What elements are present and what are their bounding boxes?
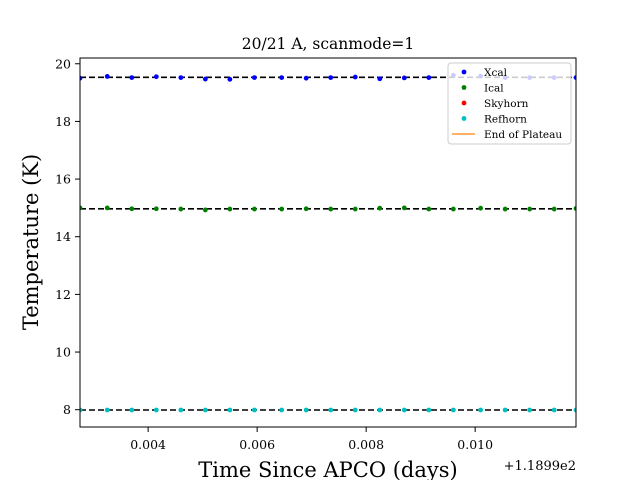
legend: Xcal Ical Skyhorn Refhorn End of Plateau bbox=[447, 62, 572, 145]
point-ical-2 bbox=[129, 206, 135, 212]
x-axis-label: Time Since APCO (days) bbox=[198, 458, 457, 480]
y-tick-label-3: 14 bbox=[55, 229, 71, 244]
point-ical-20 bbox=[573, 206, 576, 211]
point-ical-17 bbox=[502, 206, 508, 212]
legend-label-end-of-plateau: End of Plateau bbox=[484, 129, 562, 141]
y-tick-label-4: 16 bbox=[55, 172, 71, 187]
y-axis-label: Temperature (K) bbox=[19, 154, 43, 330]
point-refhorn-16 bbox=[478, 407, 484, 413]
point-ical-15 bbox=[450, 206, 456, 212]
point-xcal-14 bbox=[426, 75, 432, 81]
point-ical-9 bbox=[303, 206, 309, 212]
y-tick-label-5: 18 bbox=[55, 114, 71, 129]
point-xcal-8 bbox=[279, 75, 285, 81]
plot-frame bbox=[79, 57, 577, 428]
legend-marker-xcal bbox=[461, 69, 467, 75]
point-ical-16 bbox=[478, 205, 484, 211]
chart-title: 20/21 A, scanmode=1 bbox=[242, 35, 414, 53]
point-xcal-10 bbox=[328, 75, 334, 81]
point-ical-3 bbox=[153, 206, 159, 212]
x-axis-offset-label: +1.1899e2 bbox=[504, 459, 576, 474]
point-refhorn-6 bbox=[227, 407, 233, 413]
point-xcal-4 bbox=[178, 75, 184, 81]
point-ical-8 bbox=[279, 206, 285, 212]
point-ical-10 bbox=[328, 206, 334, 212]
point-ical-4 bbox=[178, 206, 184, 212]
point-refhorn-7 bbox=[252, 407, 257, 413]
legend-label-xcal: Xcal bbox=[484, 67, 508, 79]
x-tick-label-1: 0.006 bbox=[239, 437, 275, 452]
point-ical-11 bbox=[352, 206, 358, 212]
point-refhorn-20 bbox=[573, 407, 576, 413]
legend-label-skyhorn: Skyhorn bbox=[484, 98, 529, 110]
y-tick-label-0: 8 bbox=[63, 402, 71, 417]
point-refhorn-15 bbox=[450, 407, 456, 413]
y-tick-label-2: 12 bbox=[55, 287, 71, 302]
point-refhorn-4 bbox=[178, 407, 184, 413]
point-refhorn-12 bbox=[377, 407, 383, 413]
legend-box bbox=[447, 62, 572, 145]
point-ical-12 bbox=[377, 205, 383, 211]
point-refhorn-14 bbox=[426, 407, 432, 413]
point-refhorn-2 bbox=[129, 407, 135, 413]
legend-marker-skyhorn bbox=[461, 100, 467, 106]
point-ical-5 bbox=[202, 207, 208, 213]
point-ical-6 bbox=[227, 206, 233, 212]
point-refhorn-1 bbox=[104, 407, 110, 413]
data-points bbox=[80, 72, 576, 413]
point-refhorn-13 bbox=[401, 407, 407, 413]
point-xcal-2 bbox=[129, 75, 135, 81]
point-ical-7 bbox=[252, 206, 257, 212]
point-xcal-5 bbox=[202, 76, 208, 82]
point-ical-0 bbox=[80, 205, 83, 211]
point-ical-19 bbox=[551, 206, 557, 212]
point-refhorn-0 bbox=[80, 407, 83, 413]
point-refhorn-8 bbox=[279, 407, 285, 413]
point-refhorn-3 bbox=[153, 407, 159, 413]
y-tick-label-1: 10 bbox=[55, 345, 71, 360]
point-xcal-1 bbox=[104, 74, 110, 79]
point-ical-18 bbox=[527, 206, 533, 212]
point-refhorn-18 bbox=[527, 407, 533, 413]
legend-label-refhorn: Refhorn bbox=[484, 113, 527, 125]
x-axis-ticks: 0.004 0.006 0.008 0.010 bbox=[130, 427, 493, 452]
point-ical-13 bbox=[401, 205, 407, 211]
point-xcal-20 bbox=[573, 75, 576, 81]
x-tick-label-0: 0.004 bbox=[130, 437, 166, 452]
point-xcal-7 bbox=[252, 75, 257, 81]
y-tick-label-6: 20 bbox=[55, 56, 71, 71]
reference-lines bbox=[80, 76, 576, 411]
point-refhorn-9 bbox=[303, 407, 309, 413]
point-xcal-6 bbox=[227, 76, 233, 82]
point-xcal-9 bbox=[303, 75, 309, 81]
point-xcal-11 bbox=[352, 74, 358, 80]
point-ical-1 bbox=[104, 205, 110, 211]
point-ical-14 bbox=[426, 206, 432, 212]
point-xcal-13 bbox=[401, 75, 407, 81]
point-refhorn-17 bbox=[502, 407, 508, 413]
point-xcal-0 bbox=[80, 75, 83, 81]
point-refhorn-11 bbox=[352, 407, 358, 413]
point-xcal-3 bbox=[153, 74, 159, 80]
point-refhorn-19 bbox=[551, 407, 557, 413]
point-xcal-12 bbox=[377, 76, 383, 82]
legend-marker-refhorn bbox=[461, 116, 467, 121]
point-refhorn-5 bbox=[202, 407, 208, 413]
x-tick-label-3: 0.010 bbox=[457, 437, 493, 452]
legend-marker-ical bbox=[461, 85, 467, 90]
x-tick-label-2: 0.008 bbox=[348, 437, 384, 452]
y-axis-ticks: 8 10 12 14 16 18 20 bbox=[55, 56, 80, 417]
point-refhorn-10 bbox=[328, 407, 334, 413]
legend-label-ical: Ical bbox=[484, 82, 504, 94]
